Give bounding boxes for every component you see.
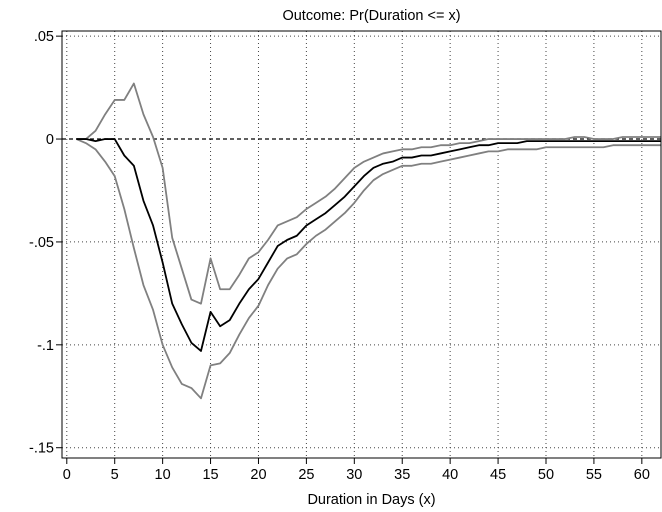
x-axis: 0 5 10 15 20 25 30 35 40 45 50 55 60 xyxy=(63,458,650,483)
x-tick-label: 50 xyxy=(538,467,554,483)
x-tick-label: 35 xyxy=(394,467,410,483)
series-group xyxy=(76,82,661,400)
estimate-line xyxy=(76,138,661,352)
y-axis: .05 0 -.05 -.1 -.15 xyxy=(29,29,62,457)
x-tick-label: 55 xyxy=(586,467,602,483)
lower-ci-line xyxy=(76,138,661,400)
y-tick-label: -.1 xyxy=(37,338,54,354)
y-tick-label: 0 xyxy=(46,132,54,148)
x-tick-label: 40 xyxy=(442,467,458,483)
x-axis-label: Duration in Days (x) xyxy=(307,492,435,508)
x-tick-label: 10 xyxy=(155,467,171,483)
x-tick-label: 5 xyxy=(111,467,119,483)
x-tick-label: 15 xyxy=(202,467,218,483)
y-tick-label: -.15 xyxy=(29,441,54,457)
x-tick-label: 25 xyxy=(298,467,314,483)
plot-frame xyxy=(61,30,662,459)
x-tick-label: 0 xyxy=(63,467,71,483)
y-tick-label: -.05 xyxy=(29,235,54,251)
x-tick-label: 45 xyxy=(490,467,506,483)
upper-ci-line xyxy=(76,82,661,305)
chart-title: Outcome: Pr(Duration <= x) xyxy=(282,8,460,24)
y-tick-label: .05 xyxy=(34,29,54,45)
x-tick-label: 60 xyxy=(634,467,650,483)
x-tick-label: 20 xyxy=(250,467,266,483)
x-tick-label: 30 xyxy=(346,467,362,483)
